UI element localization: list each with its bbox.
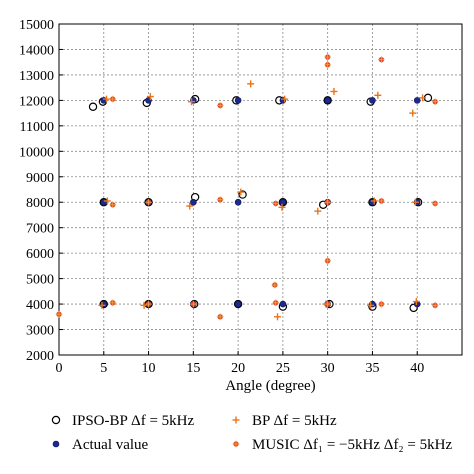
legend-entry: Actual value [52,437,149,453]
plot-area [59,24,462,355]
data-point [272,200,280,207]
data-point [190,198,197,206]
tick-labels: 0 5 10 15 20 25 30 35 40 2000 3000 4000 5000 6000 7000… [19,18,424,376]
legend-marker [52,440,60,448]
y-tick-label: 10000 [19,145,54,160]
data-point [234,97,242,104]
data-point [98,301,106,309]
legend-marker [232,440,240,448]
data-point [324,257,332,265]
legend-entry: MUSIC Δf₁ = −5kHz Δf₂ = 5kHz [232,437,452,453]
data-point [237,188,245,196]
legend-label: BP Δf = 5kHz [252,413,337,429]
data-point [216,102,224,109]
y-tick-label: 3000 [26,324,54,339]
x-tick-label: 30 [321,361,335,376]
y-tick-label: 4000 [26,298,54,313]
x-tick-label: 0 [56,361,63,376]
data-point [378,56,385,64]
legend-label: IPSO-BP Δf = 5kHz [72,413,194,429]
x-tick-label: 25 [276,361,290,376]
plot-frame [58,23,463,356]
y-tick-label: 7000 [26,222,54,237]
y-tick-label: 12000 [19,94,54,109]
legend-marker [51,415,61,425]
y-tick-label: 8000 [26,196,54,211]
x-axis-label: Angle (degree) [225,378,315,394]
data-point [409,109,417,117]
legend: IPSO-BP Δf = 5kHz Actual value BP Δf = 5kH… [51,413,452,453]
data-point [234,300,242,308]
legend-marker [232,416,240,424]
legend-entry: BP Δf = 5kHz [232,413,337,429]
x-tick-label: 40 [410,361,424,376]
x-tick-label: 5 [100,361,107,376]
data-point [186,202,194,210]
y-tick-label: 2000 [26,349,54,364]
data-point [55,310,63,318]
data-point [146,93,154,101]
data-point [100,198,108,206]
data-points [55,53,439,321]
data-point [88,102,98,111]
y-tick-label: 5000 [26,273,54,288]
data-point [216,313,224,321]
data-point [109,201,117,209]
data-point [274,313,282,321]
data-point [281,95,289,103]
data-point [234,198,242,206]
data-point [412,298,420,306]
data-point [279,198,287,206]
data-point [431,301,439,309]
data-point [378,197,385,205]
data-point [145,300,152,308]
y-tick-label: 13000 [19,69,54,84]
data-point [188,98,196,106]
y-tick-label: 9000 [26,171,54,186]
data-point [324,198,332,206]
x-tick-label: 35 [365,361,379,376]
data-point [411,198,419,206]
legend-entry: IPSO-BP Δf = 5kHz [51,413,194,429]
data-point [216,196,224,204]
data-point [367,301,375,309]
data-point [103,197,111,205]
data-point [314,207,322,215]
data-point [413,97,421,104]
y-tick-label: 15000 [19,18,54,33]
data-point [278,203,286,211]
data-point [324,53,332,61]
data-point [271,281,279,289]
data-point [247,80,255,88]
data-point [369,97,376,104]
data-point [330,87,338,95]
data-point [374,91,382,99]
data-point [324,61,332,69]
data-point [272,299,280,307]
y-tick-label: 14000 [19,43,54,58]
data-point [145,198,152,206]
data-point [431,98,439,106]
data-point [189,300,197,308]
y-tick-label: 6000 [26,247,54,262]
y-tick-label: 11000 [20,120,54,135]
data-point [109,95,117,103]
data-point [109,299,117,307]
x-tick-label: 20 [231,361,245,376]
data-point [102,95,110,103]
legend-label: MUSIC Δf₁ = −5kHz Δf₂ = 5kHz [252,437,452,453]
data-point [324,300,332,308]
data-point [279,300,287,308]
legend-label: Actual value [72,437,149,453]
x-tick-label: 10 [142,361,156,376]
data-point [370,197,378,205]
data-point [431,200,439,207]
x-tick-label: 15 [186,361,200,376]
data-point [324,97,331,104]
axes [58,23,463,356]
data-point [419,94,427,102]
data-point [378,300,385,308]
series-3 [55,53,439,321]
